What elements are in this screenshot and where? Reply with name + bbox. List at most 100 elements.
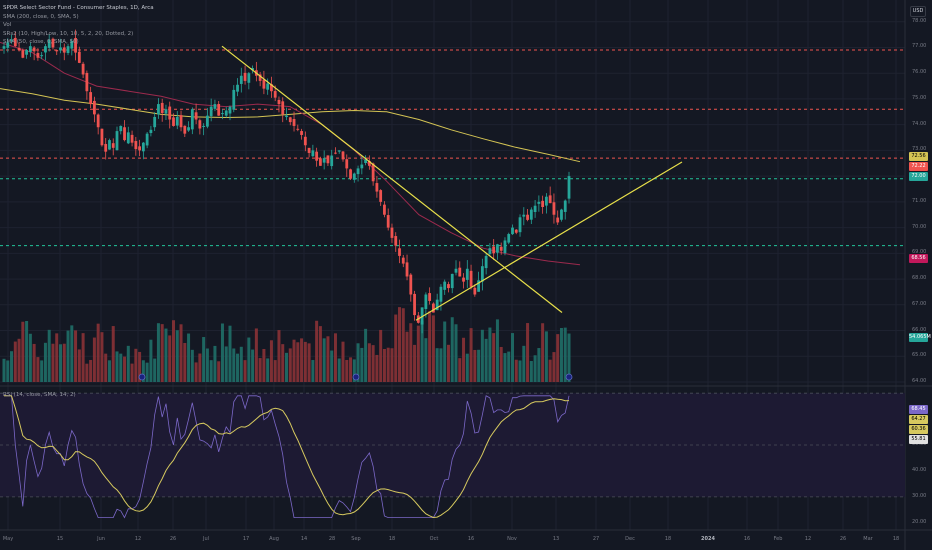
candle-body <box>511 227 514 235</box>
candle-body <box>296 128 300 130</box>
x-tick-label: 12 <box>134 536 142 542</box>
indicator-srs2[interactable]: SRs2 (10, High/Low, 10, 10, 5, 2, 20, Do… <box>3 30 134 37</box>
candle-body <box>398 248 401 256</box>
trendlines <box>221 45 683 321</box>
candle-body <box>552 202 556 215</box>
candle-body <box>236 84 239 92</box>
volume-bar <box>138 351 142 382</box>
volume-bar <box>311 360 315 382</box>
volume-bar <box>507 351 511 382</box>
candle-body <box>492 246 496 254</box>
volume-bar <box>258 358 262 382</box>
volume-bar <box>10 351 14 382</box>
candle-body <box>560 209 563 220</box>
volume-bar <box>518 360 522 382</box>
candle-body <box>556 217 560 223</box>
candle-body <box>360 164 364 169</box>
x-tick-label: 18 <box>664 536 672 542</box>
candle-body <box>345 159 349 169</box>
volume-bar <box>292 339 296 382</box>
volume-bar <box>394 314 398 382</box>
indicator-sma50[interactable]: SMA (50, close, 0, SMA, 50) <box>3 39 79 45</box>
volume-bar <box>462 337 466 382</box>
volume-bar <box>43 342 47 382</box>
volume-bar <box>514 359 518 382</box>
volume-bar <box>333 333 337 382</box>
candle-body <box>428 293 432 301</box>
indicator-volume[interactable]: Vol <box>3 22 12 28</box>
candle-body <box>371 163 375 182</box>
x-tick-label: 26 <box>839 536 847 542</box>
candle-body <box>153 116 157 128</box>
volume-bar <box>428 311 432 382</box>
candle-body <box>266 83 270 90</box>
candle-body <box>59 47 62 51</box>
rsi-ma-line <box>4 395 570 519</box>
candle-body <box>465 268 469 280</box>
candle-body <box>439 286 443 302</box>
volume-bar <box>296 342 300 382</box>
volume-bar <box>541 323 545 382</box>
volume-bar <box>198 353 202 382</box>
symbol-title[interactable]: SPDR Select Sector Fund - Consumer Stapl… <box>3 5 154 11</box>
volume-bar <box>416 325 420 382</box>
candle-body <box>379 190 383 202</box>
downtrend-line <box>221 45 563 313</box>
candle-body <box>160 102 164 114</box>
volume-bar <box>537 348 541 382</box>
volume-bar <box>443 321 447 382</box>
volume-bar <box>119 353 123 382</box>
volume-bar <box>477 349 481 382</box>
candle-body <box>77 51 81 63</box>
candle-body <box>319 158 322 166</box>
volume-bar <box>431 315 435 382</box>
candle-body <box>311 150 315 157</box>
volume-bar <box>322 338 326 382</box>
candle-body <box>206 115 209 127</box>
candle-body <box>134 141 138 150</box>
candle-body <box>262 79 266 89</box>
candle-body <box>507 234 511 243</box>
candle-body <box>563 200 567 212</box>
candle-body <box>322 158 326 163</box>
rsi-legend[interactable]: RSI (14, close, SMA, 14, 2) <box>3 392 76 398</box>
volume-bar <box>300 338 304 382</box>
volume-bar <box>40 360 44 382</box>
volume-bar <box>563 327 567 382</box>
price-tag-volume: 54.065M <box>909 333 931 342</box>
indicator-sma200[interactable]: SMA (200, close, 0, SMA, 5) <box>3 13 79 20</box>
candle-body <box>36 53 40 58</box>
candle-body <box>292 119 296 126</box>
candle-body <box>548 195 552 204</box>
volume-bar <box>104 353 108 382</box>
candle-body <box>232 89 236 110</box>
candle-body <box>499 246 503 251</box>
volume-bar <box>269 340 273 382</box>
candle-body <box>352 173 356 180</box>
volume-bar <box>160 324 164 382</box>
volume-bar <box>382 348 386 382</box>
candle-body <box>247 73 251 83</box>
candle-body <box>111 143 115 148</box>
candle-body <box>194 112 198 120</box>
volume-bar <box>66 330 70 382</box>
rsi-tag: 55.81 <box>909 435 928 444</box>
volume-bar <box>111 326 115 382</box>
price-tag-last: 72.00 <box>909 172 928 181</box>
volume-bar <box>107 360 111 382</box>
candle-body <box>28 46 32 53</box>
candle-body <box>383 204 386 215</box>
candle-body <box>66 46 70 53</box>
volume-bar <box>375 354 379 382</box>
volume-bar <box>303 341 307 382</box>
volume-bar <box>17 338 21 382</box>
candle-body <box>443 281 447 290</box>
volume-bar <box>190 349 194 382</box>
candle-body <box>307 147 311 153</box>
volume-bar <box>85 363 89 382</box>
volume-bar <box>405 331 409 382</box>
volume-bar <box>330 350 334 382</box>
volume-bar <box>390 348 394 382</box>
currency-button[interactable]: USD <box>910 6 926 17</box>
